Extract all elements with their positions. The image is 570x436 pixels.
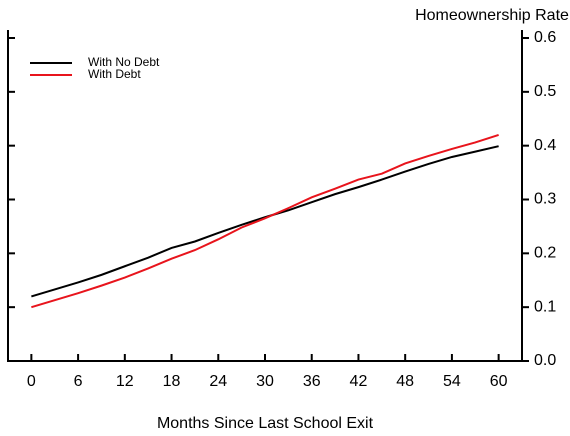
- y-tick-label: 0.3: [534, 191, 556, 208]
- legend-label: With No Debt: [88, 55, 160, 69]
- legend-label: With Debt: [88, 67, 141, 81]
- x-tick-label: 18: [163, 373, 181, 390]
- x-tick-label: 48: [396, 373, 414, 390]
- x-axis-title: Months Since Last School Exit: [157, 415, 374, 432]
- x-tick-label: 54: [443, 373, 461, 390]
- line: [31, 145, 499, 298]
- plot-frame: [7, 30, 523, 362]
- x-tick-label: 12: [116, 373, 134, 390]
- y-tick-label: 0.2: [534, 245, 556, 262]
- x-tick-label: 42: [350, 373, 368, 390]
- x-tick-label: 36: [303, 373, 321, 390]
- x-tick-label: 30: [256, 373, 274, 390]
- y-tick-label: 0.1: [534, 298, 556, 315]
- y-tick-label: 0.6: [534, 29, 556, 46]
- y-tick-label: 0.4: [534, 137, 556, 154]
- x-tick-label: 6: [74, 373, 83, 390]
- line: [31, 133, 499, 309]
- x-tick-label: 0: [27, 373, 36, 390]
- y-tick-label: 0.5: [534, 83, 556, 100]
- y-axis-title: Homeownership Rate: [415, 7, 569, 24]
- x-tick-label: 60: [490, 373, 508, 390]
- y-tick-label: 0.0: [534, 352, 556, 369]
- x-tick-label: 24: [209, 373, 227, 390]
